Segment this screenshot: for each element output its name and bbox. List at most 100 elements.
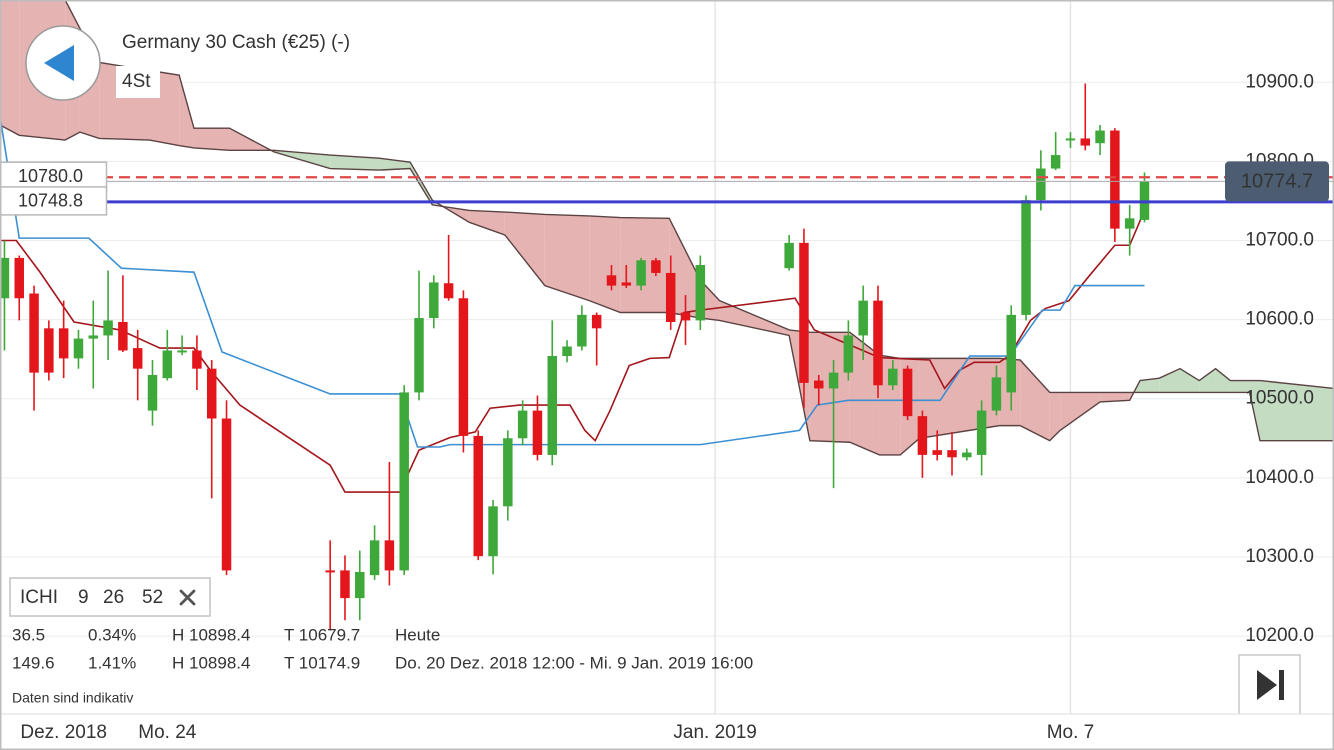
y-tick-label: 10700.0	[1245, 230, 1314, 251]
candle-body	[488, 506, 498, 557]
candle-body	[828, 372, 839, 389]
candle-body	[473, 435, 483, 557]
candle-body	[414, 318, 424, 393]
candle-body	[1006, 314, 1016, 393]
level-box	[0, 161, 108, 191]
x-tick-label: Dez. 2018	[20, 722, 107, 743]
indicator-param: 9	[78, 587, 89, 608]
cloud-edge	[63, 0, 1334, 442]
cloud-fill	[0, 0, 20, 136]
stat-change: 149.6	[12, 653, 55, 672]
stat-period: Do. 20 Dez. 2018 12:00 - Mi. 9 Jan. 2019…	[395, 653, 753, 672]
candle-body	[1110, 130, 1120, 229]
cloud-fill	[1020, 359, 1050, 441]
indicator-param: 26	[103, 587, 124, 608]
candle-body	[517, 410, 528, 439]
candle-body	[503, 438, 513, 507]
candle-body	[1050, 155, 1061, 169]
candle-body	[799, 242, 809, 383]
y-tick-label: 10200.0	[1245, 625, 1314, 646]
cloud-fill	[1049, 392, 1061, 441]
cloud-fill	[669, 218, 701, 319]
candle-body	[384, 540, 395, 571]
candle-body	[355, 571, 365, 599]
candle-body	[902, 368, 913, 417]
candle-body	[44, 328, 54, 373]
cloud-fill	[1159, 368, 1181, 393]
cloud-fill	[193, 128, 230, 151]
candle-body	[1065, 138, 1076, 141]
candle-body	[340, 570, 350, 599]
stat-high: H 10898.4	[172, 625, 250, 644]
stat-change: 36.5	[12, 625, 45, 644]
candle-body	[369, 540, 380, 576]
price-label: 10774.7	[1241, 171, 1313, 193]
y-tick-label: 10300.0	[1245, 546, 1314, 567]
footnote: Daten sind indikativ	[12, 690, 133, 706]
candle-body	[843, 335, 854, 373]
candle-body	[132, 348, 143, 369]
stat-period: Heute	[395, 625, 440, 644]
back-icon	[44, 45, 74, 81]
cloud-edge	[0, 124, 1334, 456]
cloud-fill	[1199, 368, 1216, 393]
candle-body	[325, 570, 335, 573]
level-label: 10748.8	[18, 191, 83, 211]
candle-body	[591, 314, 602, 329]
cloud-fill	[719, 300, 790, 336]
remove-icon[interactable]	[179, 589, 196, 606]
cloud-fill	[379, 158, 411, 171]
candle-body	[888, 368, 898, 386]
stat-low: T 10679.7	[284, 625, 360, 644]
skip-end-icon	[1257, 670, 1284, 700]
candle-body	[443, 283, 454, 299]
candle-body	[429, 282, 439, 319]
cloud-fill	[1259, 380, 1334, 441]
candle-body	[932, 450, 942, 455]
candle-body	[621, 282, 632, 286]
timeframe-box[interactable]	[116, 66, 160, 98]
cloud-fill	[1140, 378, 1160, 393]
candle-body	[665, 272, 676, 322]
stat-percent: 1.41%	[88, 653, 136, 672]
cloud-fill	[1230, 380, 1250, 393]
candle-body	[962, 452, 972, 458]
y-tick-label: 10600.0	[1245, 309, 1314, 330]
chart-title: Germany 30 Cash (€25) (-)	[122, 32, 350, 53]
cloud-fill	[504, 212, 545, 286]
candle-body	[606, 275, 617, 286]
candle-body	[0, 257, 10, 299]
level-label: 10780.0	[18, 166, 83, 186]
candle-body	[636, 260, 646, 286]
time-axis-bar	[0, 714, 1334, 750]
candle-body	[651, 260, 661, 273]
candle-body	[221, 418, 232, 571]
cloud-fill	[849, 332, 880, 455]
cloud-fill	[469, 210, 505, 235]
candle-body	[814, 380, 824, 389]
stat-percent: 0.34%	[88, 625, 136, 644]
x-tick-label: Mo. 7	[1047, 722, 1095, 743]
price-box	[1225, 161, 1329, 202]
candle-body	[991, 377, 1002, 411]
candle-body	[88, 335, 99, 339]
cloud-fill	[544, 214, 590, 301]
indicator-box[interactable]	[9, 577, 211, 617]
candle-body	[399, 392, 409, 571]
cloud-fill	[179, 75, 194, 148]
candle-body	[58, 328, 69, 359]
y-tick-label: 10400.0	[1245, 467, 1314, 488]
candle-body	[1080, 138, 1091, 146]
timeframe-label[interactable]: 4St	[122, 71, 151, 92]
candle-body	[73, 338, 84, 359]
candle-body	[162, 350, 173, 379]
y-tick-label: 10500.0	[1245, 388, 1314, 409]
candle-body	[784, 242, 794, 269]
candle-body	[103, 320, 113, 336]
indicator-name: ICHI	[20, 587, 58, 608]
candle-body	[14, 257, 24, 299]
